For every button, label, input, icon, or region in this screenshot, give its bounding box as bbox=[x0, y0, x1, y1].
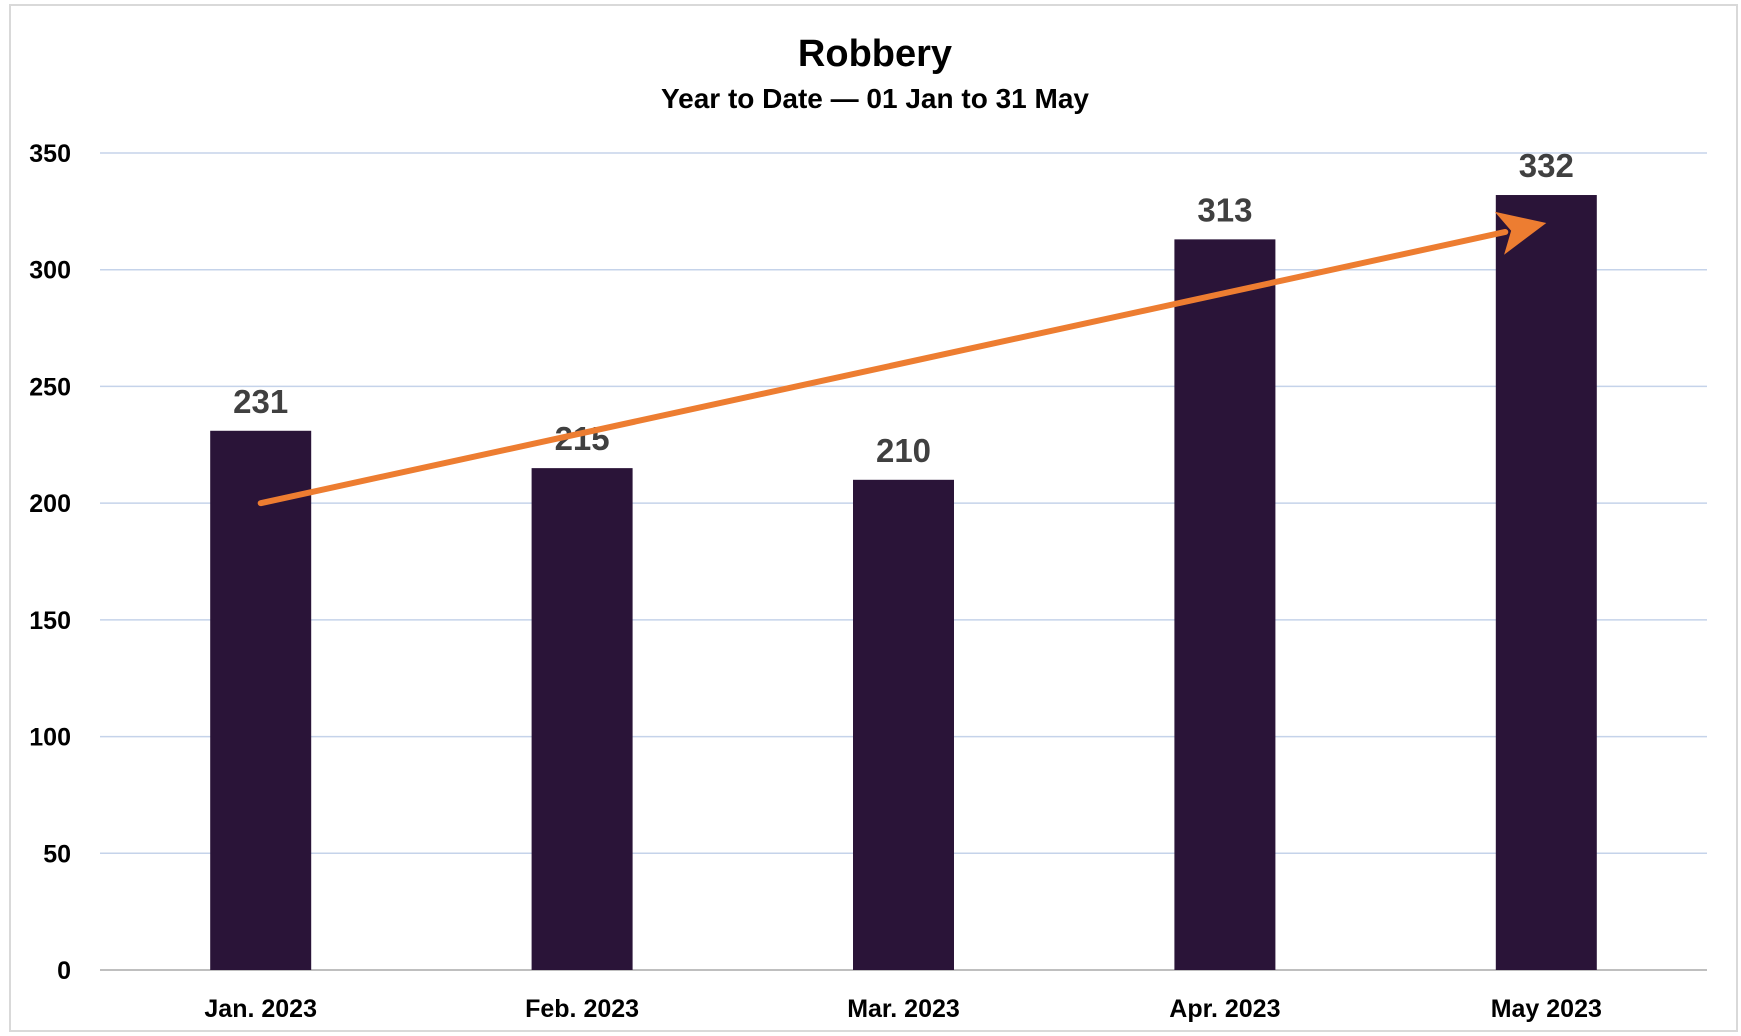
chart-title: Robbery bbox=[798, 33, 952, 75]
bar-layer bbox=[210, 195, 1597, 970]
data-label: 332 bbox=[1519, 147, 1574, 184]
trend-arrow-layer bbox=[257, 211, 1547, 507]
y-axis-ticks: 0 50 100 150 200 250 300 350 bbox=[29, 140, 71, 985]
bar bbox=[853, 479, 954, 970]
y-tick-label: 150 bbox=[29, 607, 71, 635]
x-axis-categories: Jan. 2023 Feb. 2023 Mar. 2023 Apr. 2023 May … bbox=[204, 995, 1601, 1023]
x-category-label: Jan. 2023 bbox=[204, 995, 317, 1023]
y-tick-label: 250 bbox=[29, 373, 71, 401]
y-tick-label: 100 bbox=[29, 724, 71, 752]
data-label: 210 bbox=[876, 432, 931, 469]
bar bbox=[1174, 239, 1276, 970]
x-category-label: Feb. 2023 bbox=[525, 995, 639, 1023]
x-category-label: May 2023 bbox=[1491, 995, 1602, 1023]
data-label: 313 bbox=[1197, 191, 1252, 228]
bar bbox=[1495, 195, 1597, 970]
y-tick-label: 300 bbox=[29, 257, 71, 285]
bar bbox=[210, 430, 312, 970]
bar bbox=[531, 468, 633, 970]
x-category-label: Apr. 2023 bbox=[1169, 995, 1280, 1023]
trend-arrow-head bbox=[1494, 211, 1547, 255]
trend-arrow-line bbox=[257, 228, 1509, 507]
x-category-label: Mar. 2023 bbox=[847, 995, 960, 1023]
chart-subtitle: Year to Date — 01 Jan to 31 May bbox=[661, 83, 1089, 114]
y-tick-label: 50 bbox=[43, 840, 71, 868]
y-tick-label: 350 bbox=[29, 140, 71, 168]
data-label: 231 bbox=[233, 383, 288, 420]
y-tick-label: 200 bbox=[29, 490, 71, 518]
y-tick-label: 0 bbox=[57, 957, 71, 985]
